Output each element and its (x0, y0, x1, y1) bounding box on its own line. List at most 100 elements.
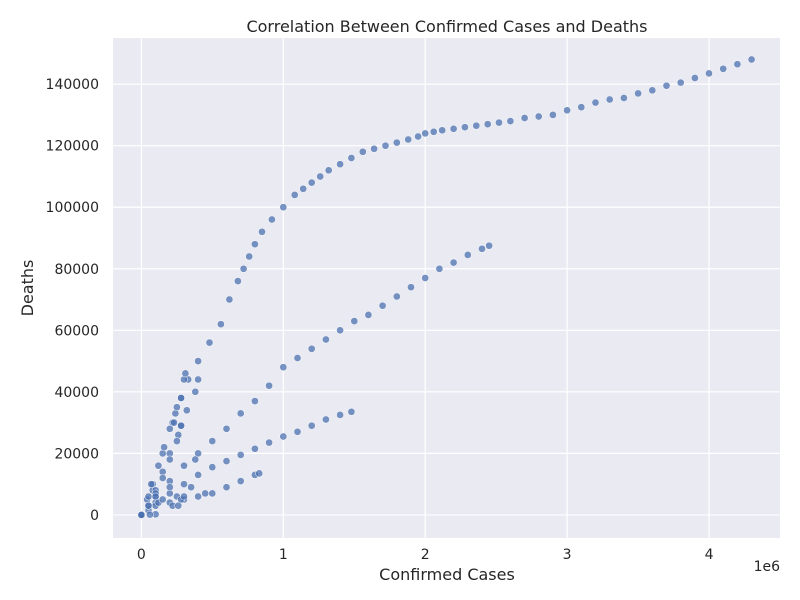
data-point (265, 381, 273, 390)
data-point (279, 203, 288, 212)
series-2 (137, 407, 356, 519)
data-point (147, 480, 156, 489)
data-point (438, 126, 447, 135)
data-point (180, 492, 188, 501)
data-point (307, 421, 316, 430)
data-point (648, 86, 657, 95)
data-point (158, 495, 167, 504)
data-point (191, 455, 200, 464)
data-point (180, 461, 188, 470)
data-point (290, 191, 299, 199)
data-point (307, 178, 316, 187)
data-point (194, 357, 202, 365)
data-point (662, 81, 671, 90)
data-point (251, 444, 259, 453)
y-tick-label: 40000 (54, 385, 99, 401)
data-point (336, 411, 344, 419)
data-point (472, 121, 481, 130)
data-point (463, 251, 472, 259)
data-point (293, 354, 302, 362)
data-point (316, 172, 325, 181)
data-point (144, 501, 153, 510)
data-point (520, 114, 529, 122)
data-point (747, 55, 756, 64)
data-point (691, 74, 699, 82)
grid-lines (113, 38, 780, 538)
data-point (182, 406, 191, 415)
data-point (173, 403, 181, 412)
data-point (177, 421, 185, 430)
data-point (165, 424, 174, 433)
data-point (733, 60, 742, 69)
data-point (549, 111, 557, 119)
data-point (378, 301, 387, 310)
series-0 (137, 55, 756, 519)
data-point (144, 492, 153, 501)
data-point (222, 424, 231, 433)
y-axis-label: Deaths (18, 260, 37, 317)
data-point (336, 160, 344, 169)
data-point (258, 227, 266, 236)
data-point (201, 489, 210, 498)
data-point (181, 369, 190, 378)
data-point (336, 326, 344, 335)
data-point (485, 241, 493, 250)
data-point (307, 344, 316, 353)
series-7 (144, 403, 210, 519)
data-point (449, 258, 458, 267)
x-tick-label: 2 (421, 547, 430, 563)
data-points (137, 55, 756, 519)
data-point (268, 215, 276, 224)
x-tick-label: 0 (137, 547, 146, 563)
data-point (222, 457, 231, 465)
data-point (236, 477, 245, 485)
x-axis-label: Confirmed Cases (379, 565, 515, 584)
y-tick-labels: 0 20000 40000 60000 80000 100000 120000 140000 (46, 77, 99, 524)
y-tick-label: 100000 (46, 200, 99, 216)
data-point (577, 103, 586, 112)
data-point (265, 438, 273, 447)
data-point (146, 510, 154, 519)
data-point (255, 469, 264, 478)
data-point (435, 264, 444, 273)
data-point (421, 129, 430, 138)
data-point (370, 144, 378, 153)
data-point (478, 244, 486, 253)
data-point (170, 418, 178, 427)
data-point (208, 463, 217, 472)
data-point (347, 154, 356, 162)
data-point (534, 112, 543, 121)
data-point (217, 320, 225, 329)
data-point (234, 277, 242, 285)
y-tick-label: 80000 (54, 262, 99, 278)
data-point (236, 409, 245, 418)
data-point (676, 78, 685, 87)
data-point (322, 415, 330, 424)
data-point (177, 394, 185, 402)
data-point (495, 118, 503, 127)
chart-title: Correlation Between Confirmed Cases and … (246, 17, 647, 36)
data-point (392, 292, 401, 301)
data-point (299, 184, 308, 193)
data-point (194, 492, 202, 501)
x-tick-labels: 0 1 2 3 4 (137, 547, 714, 563)
data-point (591, 98, 600, 107)
data-point (407, 283, 415, 292)
data-point (225, 295, 234, 304)
data-point (404, 135, 413, 144)
data-point (719, 64, 728, 73)
data-point (191, 387, 200, 396)
data-point (236, 451, 245, 459)
data-point (350, 317, 359, 325)
series-6 (137, 421, 185, 519)
data-point (154, 461, 163, 470)
data-point (180, 480, 188, 489)
data-point (245, 252, 254, 261)
data-point (705, 69, 713, 78)
data-point (392, 138, 401, 147)
data-point (421, 274, 430, 282)
data-point (165, 455, 174, 464)
data-point (324, 166, 333, 175)
data-point (187, 483, 195, 492)
